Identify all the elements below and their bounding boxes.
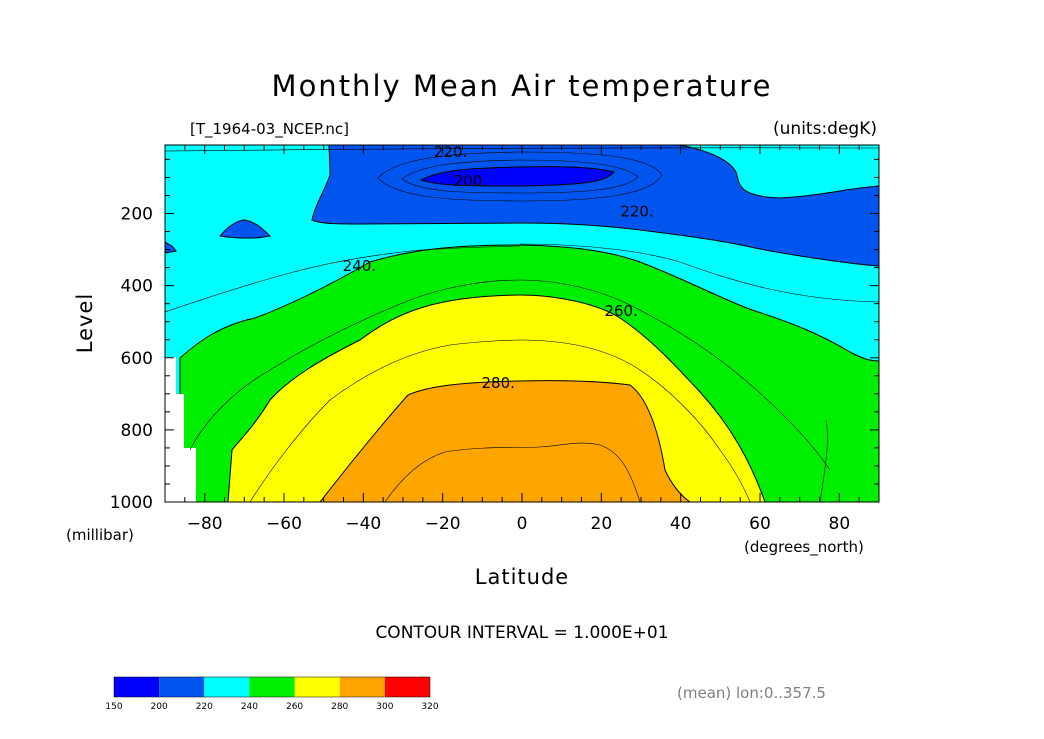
x-axis-units: (degrees_north): [744, 538, 864, 557]
x-tick-label: 0: [517, 514, 528, 534]
x-tick-label: 60: [749, 514, 771, 534]
colorbar-label: 220: [196, 702, 213, 712]
x-tick-label: 20: [591, 514, 613, 534]
contour-label-240: 240.: [343, 257, 376, 275]
band-200-220-edge: [165, 241, 177, 254]
colorbar-swatch: [294, 677, 340, 697]
y-tick-label: 600: [121, 349, 153, 369]
x-tick-label: −40: [345, 514, 381, 534]
y-tick-label: 1000: [110, 493, 153, 513]
colorbar-label: 150: [105, 702, 122, 712]
thin-contour-upper-1: [165, 147, 879, 152]
thin-contour-250: [189, 279, 831, 471]
colorbar-label: 300: [376, 702, 393, 712]
file-label: [T_1964-03_NCEP.nc]: [190, 120, 349, 139]
x-axis-title: Latitude: [475, 565, 569, 589]
colorbar-swatch: [204, 677, 250, 697]
colorbar-swatch: [249, 677, 295, 697]
y-axis-title: Level: [73, 293, 97, 353]
x-axis: −80 −60 −40 −20 0 20 40 60 80: [164, 145, 880, 534]
colorbar-frame: [113, 676, 431, 698]
colorbar: 150 200 220 240 260 280 300 320: [105, 676, 439, 712]
colorbar-swatch: [339, 677, 385, 697]
colorbar-swatch: [159, 677, 205, 697]
x-tick-label: 80: [829, 514, 851, 534]
colorbar-swatch: [384, 677, 430, 697]
contour-label-220b: 220.: [620, 203, 653, 221]
thin-contour-right-lower: [819, 419, 828, 502]
y-tick-label: 400: [121, 277, 153, 297]
contour-interval: CONTOUR INTERVAL = 1.000E+01: [375, 623, 668, 643]
x-tick-label: −80: [187, 514, 223, 534]
missing-data-mask: [165, 357, 196, 502]
y-axis-units: (millibar): [66, 526, 134, 544]
y-tick-label: 800: [121, 421, 153, 441]
units-label: (units:degK): [773, 119, 877, 139]
contour-label-280: 280.: [481, 374, 514, 392]
x-tick-label: 40: [670, 514, 692, 534]
y-axis: 200 400 600 800 1000: [110, 158, 879, 513]
band-200-220-blob: [219, 219, 272, 239]
thin-contour-inner-ring-1: [377, 151, 663, 202]
thin-contour-inner-ring-2: [401, 159, 639, 194]
colorbar-label: 260: [286, 702, 303, 712]
band-280-300: [319, 380, 691, 502]
thin-contour-lines: [165, 147, 879, 502]
band-150-200: [419, 166, 615, 187]
contour-label-260: 260.: [604, 302, 637, 320]
colorbar-label: 240: [241, 702, 258, 712]
x-tick-label: −60: [266, 514, 302, 534]
colorbar-swatch: [114, 677, 160, 697]
contour-label-200: 200.: [454, 172, 487, 190]
x-tick-label: −20: [425, 514, 461, 534]
thin-contour-270: [249, 339, 751, 502]
contour-fill-group: [165, 145, 879, 502]
averaging-note: (mean) lon:0..357.5: [677, 684, 826, 702]
thin-contour-290: [384, 442, 641, 502]
colorbar-label: 280: [331, 702, 348, 712]
colorbar-label: 200: [151, 702, 168, 712]
thin-contour-230-right: [519, 243, 879, 303]
chart-title: Monthly Mean Air temperature: [272, 69, 773, 103]
colorbar-label: 320: [421, 702, 438, 712]
y-tick-label: 200: [121, 205, 153, 225]
thin-contour-230: [165, 245, 521, 313]
